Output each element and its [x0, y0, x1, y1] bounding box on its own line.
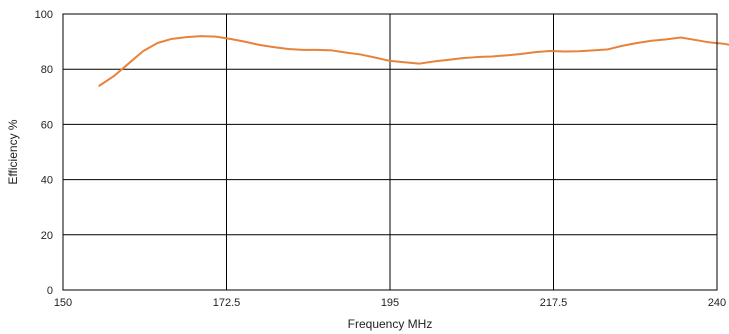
y-tick-label: 40: [41, 175, 53, 187]
y-tick-label: 0: [47, 285, 53, 297]
plot-border: [62, 13, 718, 291]
y-tick-label: 100: [35, 9, 53, 21]
y-axis-title: Efficiency %: [6, 119, 20, 184]
y-tick-labels: 0 20 40 60 80 100: [35, 9, 53, 297]
y-tick-label: 20: [41, 230, 53, 242]
x-tick-label: 150: [54, 297, 72, 309]
x-tick-label: 172.5: [213, 297, 241, 309]
x-tick-label: 195: [381, 297, 399, 309]
plot-frame: [62, 13, 718, 291]
x-axis-title: Frequency MHz: [348, 317, 433, 331]
y-tick-label: 60: [41, 119, 53, 131]
series-line-0: [98, 35, 729, 87]
grid-lines: [63, 14, 717, 290]
x-tick-label: 240: [708, 297, 726, 309]
y-tick-label: 80: [41, 64, 53, 76]
series-layer: [98, 35, 729, 87]
x-tick-labels: 150 172.5 195 217.5 240: [54, 297, 726, 309]
x-tick-label: 217.5: [540, 297, 568, 309]
